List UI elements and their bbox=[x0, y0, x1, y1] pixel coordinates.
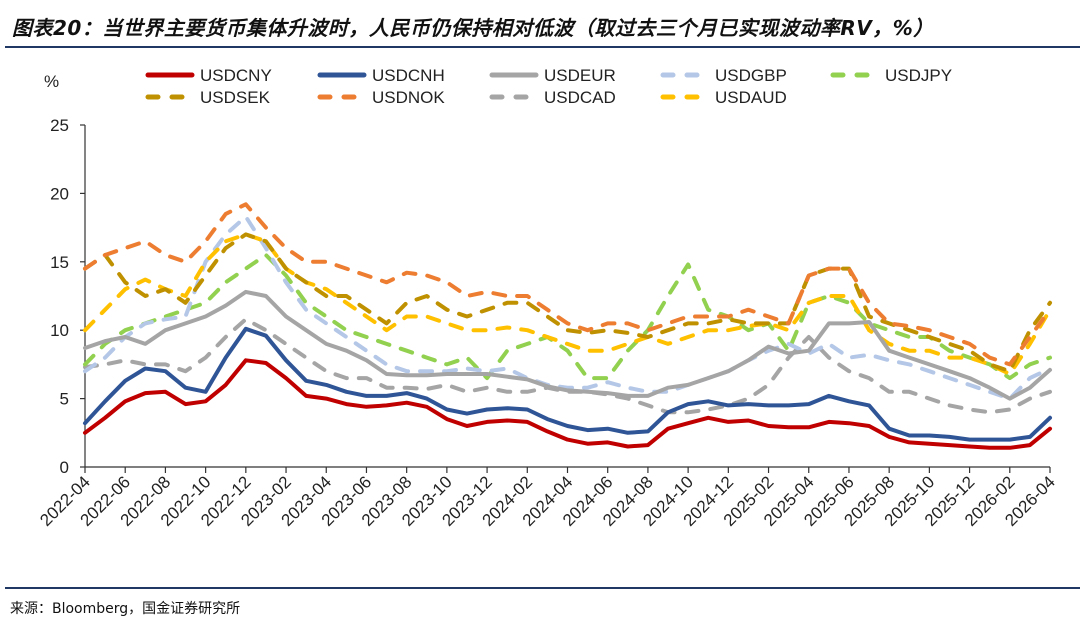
chart-title: 图表20：当世界主要货币集体升波时，人民币仍保持相对低波（取过去三个月已实现波动… bbox=[12, 16, 934, 40]
series-line-usdaud bbox=[83, 232, 1052, 376]
y-tick-label: 25 bbox=[50, 116, 69, 135]
legend-item-usdsek: USDSEK bbox=[145, 88, 271, 107]
series-line-usdcnh bbox=[83, 326, 1052, 442]
series-line-usdgbp bbox=[83, 214, 1052, 401]
x-axis: 2022-042022-062022-082022-102022-122023-… bbox=[36, 466, 1059, 530]
series-line-usdjpy bbox=[83, 253, 1052, 381]
y-tick-label: 20 bbox=[50, 184, 69, 203]
y-tick-label: 10 bbox=[50, 321, 69, 340]
legend-item-usdjpy: USDJPY bbox=[830, 66, 952, 85]
legend-label: USDAUD bbox=[715, 88, 787, 107]
legend-item-usdaud: USDAUD bbox=[660, 88, 787, 107]
legend-label: USDSEK bbox=[200, 88, 271, 107]
y-axis-label: % bbox=[44, 72, 59, 91]
footer-divider bbox=[5, 587, 1080, 589]
legend-label: USDNOK bbox=[372, 88, 445, 107]
source-note: 来源：Bloomberg，国金证券研究所 bbox=[10, 601, 241, 617]
legend-item-usdnok: USDNOK bbox=[317, 88, 445, 107]
series-lines bbox=[83, 202, 1052, 450]
series-line-usdsek bbox=[83, 232, 1052, 374]
legend-item-usdgbp: USDGBP bbox=[660, 66, 787, 85]
legend: USDCNY USDCNH USDEUR USDGBP USDJPY USDSEK USDN… bbox=[145, 66, 952, 107]
legend-label: USDCNH bbox=[372, 66, 445, 85]
legend-item-usdeur: USDEUR bbox=[489, 66, 616, 85]
legend-label: USDCAD bbox=[544, 88, 616, 107]
series-line-usdnok bbox=[83, 202, 1052, 367]
series-line-usdeur bbox=[83, 289, 1052, 401]
legend-label: USDJPY bbox=[885, 66, 952, 85]
legend-label: USDEUR bbox=[544, 66, 616, 85]
y-axis: 0 5 10 15 20 25 bbox=[50, 116, 86, 477]
legend-item-usdcny: USDCNY bbox=[145, 66, 272, 85]
legend-item-usdcnh: USDCNH bbox=[317, 66, 445, 85]
series-line-usdcad bbox=[83, 317, 1052, 415]
title-divider bbox=[5, 46, 1080, 48]
y-tick-label: 15 bbox=[50, 253, 69, 272]
legend-item-usdcad: USDCAD bbox=[489, 88, 616, 107]
legend-label: USDGBP bbox=[715, 66, 787, 85]
series-line-usdcny bbox=[83, 358, 1052, 450]
y-tick-label: 5 bbox=[60, 390, 69, 409]
legend-label: USDCNY bbox=[200, 66, 272, 85]
y-tick-label: 0 bbox=[60, 458, 69, 477]
